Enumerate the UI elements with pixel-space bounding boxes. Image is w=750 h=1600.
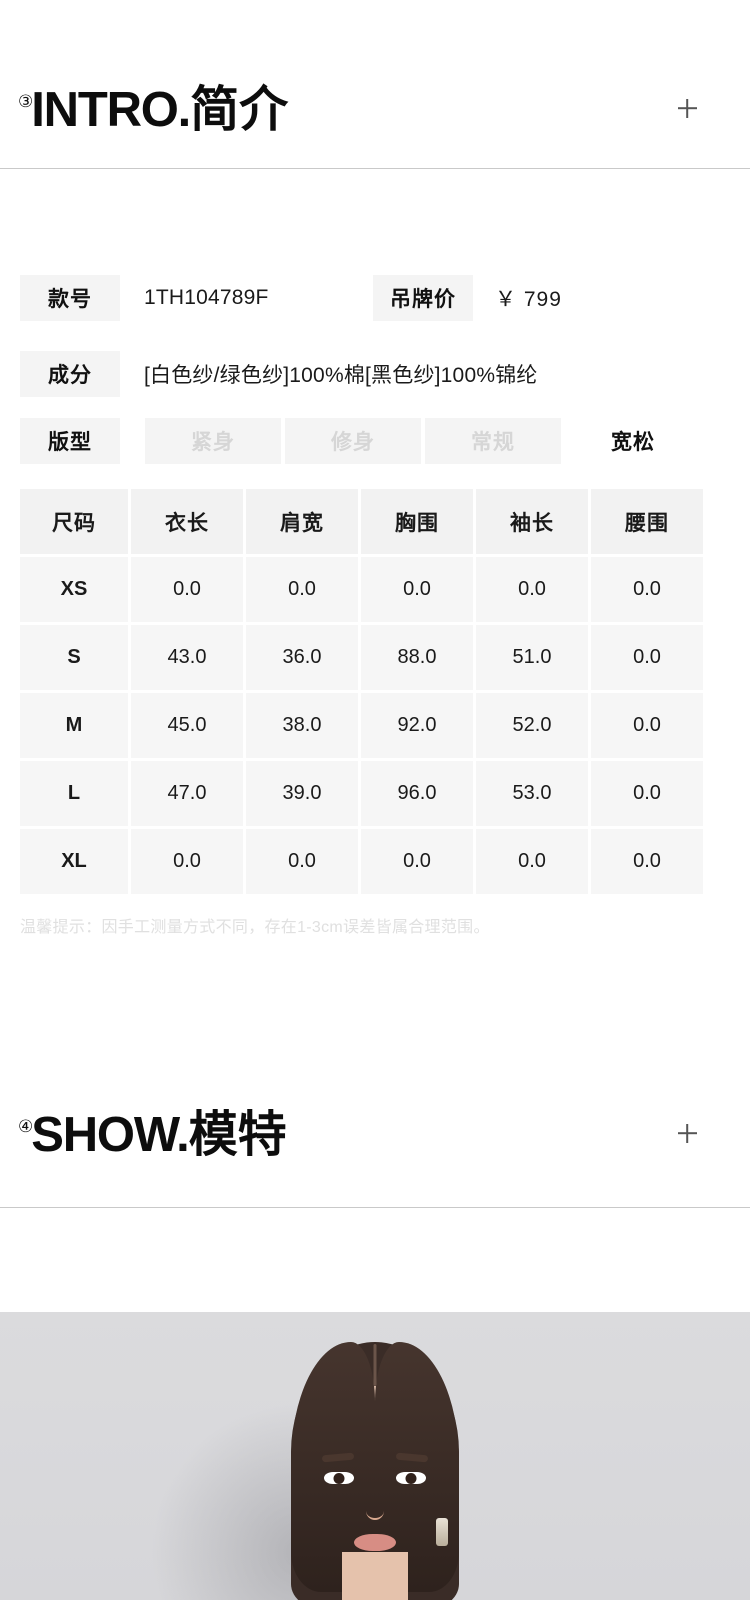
cell-length: 45.0 — [131, 693, 243, 758]
cell-size: XS — [20, 557, 128, 622]
style-no-value: 1TH104789F — [144, 286, 269, 309]
col-header-size: 尺码 — [20, 489, 128, 554]
tag-price-label: 吊牌价 — [373, 275, 473, 321]
cell-bust: 96.0 — [361, 761, 473, 826]
tag-price-value: ￥ 799 — [495, 288, 562, 311]
cell-shoulder: 38.0 — [246, 693, 358, 758]
model-photo — [0, 1312, 750, 1600]
cell-length: 47.0 — [131, 761, 243, 826]
fit-label: 版型 — [20, 418, 120, 464]
cell-length: 43.0 — [131, 625, 243, 690]
show-title-cn: 模特 — [188, 1107, 287, 1162]
cell-sleeve: 51.0 — [476, 625, 588, 690]
intro-title-group: ③ INTRO.简介 — [0, 85, 288, 134]
cell-shoulder: 36.0 — [246, 625, 358, 690]
col-header-bust: 胸围 — [361, 489, 473, 554]
section-divider-intro — [0, 168, 750, 169]
cell-waist: 0.0 — [591, 761, 703, 826]
cell-shoulder: 0.0 — [246, 557, 358, 622]
cell-size: M — [20, 693, 128, 758]
lips — [354, 1534, 396, 1551]
measurement-note: 温馨提示：因手工测量方式不同，存在1-3cm误差皆属合理范围。 — [20, 919, 490, 936]
cell-size: S — [20, 625, 128, 690]
nose — [366, 1494, 384, 1520]
earring — [436, 1518, 448, 1546]
spec-row-style-no: 款号 1TH104789F — [20, 275, 269, 321]
cell-waist: 0.0 — [591, 557, 703, 622]
fit-option-loose[interactable]: 宽松 — [565, 418, 701, 464]
section-divider-show — [0, 1207, 750, 1208]
cell-length: 0.0 — [131, 557, 243, 622]
spec-row-fit: 版型 紧身 修身 常规 宽松 — [20, 418, 701, 464]
composition-label: 成分 — [20, 351, 120, 397]
spec-row-tag-price: 吊牌价 ￥ 799 — [373, 275, 562, 321]
cell-bust: 0.0 — [361, 829, 473, 894]
cell-waist: 0.0 — [591, 625, 703, 690]
table-row: XS 0.0 0.0 0.0 0.0 0.0 — [20, 557, 707, 622]
table-row: M 45.0 38.0 92.0 52.0 0.0 — [20, 693, 707, 758]
table-row: L 47.0 39.0 96.0 53.0 0.0 — [20, 761, 707, 826]
hair-left — [291, 1342, 375, 1592]
intro-title-en: INTRO. — [31, 82, 191, 137]
section-number: ④ — [18, 1116, 34, 1137]
section-header-show: ④ SHOW.模特 — [0, 1070, 750, 1159]
spec-row-composition: 成分 [白色纱/绿色纱]100%棉[黑色纱]100%锦纶 — [20, 351, 538, 397]
fit-option-regular[interactable]: 常规 — [425, 418, 561, 464]
cell-sleeve: 0.0 — [476, 557, 588, 622]
col-header-length: 衣长 — [131, 489, 243, 554]
plus-icon[interactable] — [666, 87, 708, 129]
table-row: S 43.0 36.0 88.0 51.0 0.0 — [20, 625, 707, 690]
eye-left — [324, 1472, 354, 1484]
fit-option-slim[interactable]: 修身 — [285, 418, 421, 464]
section-number: ③ — [18, 91, 34, 112]
cell-size: L — [20, 761, 128, 826]
fit-options: 紧身 修身 常规 宽松 — [145, 418, 701, 464]
cell-bust: 92.0 — [361, 693, 473, 758]
cell-shoulder: 0.0 — [246, 829, 358, 894]
eye-right — [396, 1472, 426, 1484]
page-title: INTRO.简介 — [31, 85, 288, 134]
cell-sleeve: 53.0 — [476, 761, 588, 826]
cell-waist: 0.0 — [591, 693, 703, 758]
fit-option-tight[interactable]: 紧身 — [145, 418, 281, 464]
size-table-header-row: 尺码 衣长 肩宽 胸围 袖长 腰围 — [20, 489, 707, 554]
cell-bust: 88.0 — [361, 625, 473, 690]
composition-value: [白色纱/绿色纱]100%棉[黑色纱]100%锦纶 — [144, 364, 538, 387]
show-title: SHOW.模特 — [31, 1110, 286, 1159]
show-title-en: SHOW. — [31, 1107, 190, 1162]
cell-bust: 0.0 — [361, 557, 473, 622]
cell-shoulder: 39.0 — [246, 761, 358, 826]
table-row: XL 0.0 0.0 0.0 0.0 0.0 — [20, 829, 707, 894]
col-header-waist: 腰围 — [591, 489, 703, 554]
section-header-intro: ③ INTRO.简介 — [0, 45, 750, 134]
cell-length: 0.0 — [131, 829, 243, 894]
cell-sleeve: 0.0 — [476, 829, 588, 894]
neck — [342, 1552, 408, 1600]
style-no-label: 款号 — [20, 275, 120, 321]
show-title-group: ④ SHOW.模特 — [0, 1110, 287, 1159]
col-header-shoulder: 肩宽 — [246, 489, 358, 554]
plus-icon[interactable] — [666, 1112, 708, 1154]
col-header-sleeve: 袖长 — [476, 489, 588, 554]
size-table: 尺码 衣长 肩宽 胸围 袖长 腰围 XS 0.0 0.0 0.0 0.0 0.0… — [20, 489, 707, 894]
cell-sleeve: 52.0 — [476, 693, 588, 758]
hair-part — [373, 1344, 377, 1386]
cell-size: XL — [20, 829, 128, 894]
intro-title-cn: 简介 — [190, 82, 289, 137]
cell-waist: 0.0 — [591, 829, 703, 894]
